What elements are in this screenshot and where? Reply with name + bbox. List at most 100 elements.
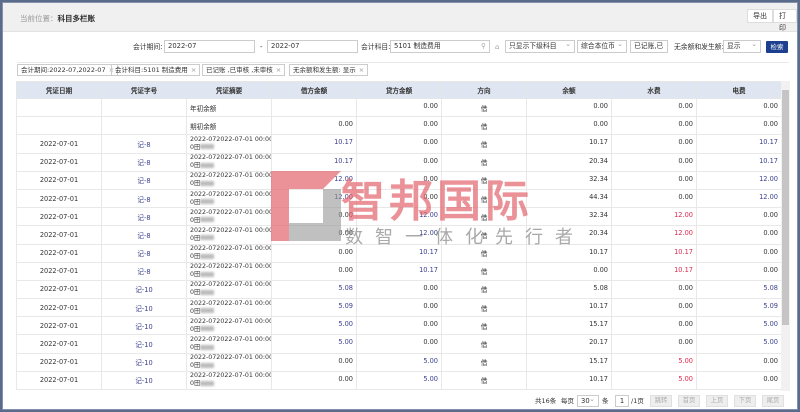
col-water[interactable]: 水费 (611, 81, 697, 99)
direction-cell: 借 (441, 170, 527, 190)
voucher-link[interactable]: 记-10 (101, 352, 187, 372)
voucher-link[interactable]: 记-10 (101, 316, 187, 336)
table-row[interactable]: 2022-07-01 记-10 2022-072022-07-01 00:00:0… (16, 352, 782, 372)
balance-cell: 15.17 (526, 316, 612, 336)
electric-cell: 12.00 (696, 170, 782, 190)
voucher-link[interactable] (101, 97, 187, 118)
table-row[interactable]: 2022-07-01 记-8 2022-072022-07-01 00:00:0 0… (16, 261, 782, 281)
voucher-link[interactable]: 记-8 (101, 134, 187, 154)
per-page-select[interactable]: 30 (577, 394, 599, 407)
col-voucher[interactable]: 凭证字号 (101, 81, 187, 99)
voucher-link[interactable]: 记-10 (101, 279, 187, 300)
col-balance[interactable]: 余额 (526, 81, 612, 99)
currency-select[interactable]: 综合本位币 (577, 39, 627, 53)
debit-cell: 0.00 (271, 243, 357, 263)
water-cell: 0.00 (611, 116, 697, 136)
col-date[interactable]: 凭证日期 (16, 81, 102, 99)
jump-button[interactable]: 跳转 (650, 395, 672, 407)
ledger-table: 凭证日期 凭证字号 凭证摘要 借方金额 贷方金额 方向 余额 水费 电费 年初余… (16, 81, 782, 391)
page-title: 科目多栏账 (57, 14, 96, 23)
direction-cell: 借 (441, 116, 527, 136)
summary-cell: 2022-072022-07-01 00:00:0 0田 (186, 352, 272, 372)
debit-cell: 0.00 (271, 370, 357, 391)
subject-input[interactable]: 5101 制造费用 ⚲ (390, 40, 490, 53)
vertical-scrollbar[interactable] (781, 81, 790, 391)
tree-icon[interactable]: ⌂ (495, 43, 500, 51)
close-icon[interactable]: × (275, 66, 282, 74)
page-input[interactable]: 1 (615, 395, 629, 407)
table-row[interactable]: 2022-07-01 记-8 2022-072022-07-01 00:00:0 0… (16, 134, 782, 154)
last-page-button[interactable]: 尾页 (762, 395, 784, 407)
table-row[interactable]: 2022-07-01 记-10 2022-072022-07-01 00:00:0… (16, 316, 782, 336)
summary-text: 2022-072022-07-01 00:00:0 (190, 135, 272, 143)
date-cell (16, 116, 102, 136)
first-page-button[interactable]: 首页 (678, 395, 700, 407)
voucher-link[interactable]: 记-10 (101, 334, 187, 354)
prev-page-button[interactable]: 上页 (706, 395, 728, 407)
summary-text: 0田 (190, 362, 201, 370)
search-icon[interactable]: ⚲ (481, 42, 486, 50)
credit-cell: 0.00 (356, 316, 442, 336)
next-page-button[interactable]: 下页 (734, 395, 756, 407)
col-electric[interactable]: 电费 (696, 81, 782, 99)
direction-cell: 借 (441, 298, 527, 318)
direction-cell: 借 (441, 243, 527, 263)
close-icon[interactable]: × (190, 66, 197, 74)
voucher-link[interactable]: 记-8 (101, 225, 187, 245)
summary-text: 0田 (190, 325, 201, 333)
voucher-link[interactable]: 记-8 (101, 170, 187, 190)
print-button[interactable]: 打印 (773, 9, 797, 32)
table-row[interactable]: 2022-07-01 记-8 2022-072022-07-01 00:00:0 0… (16, 243, 782, 263)
filter-tag: 会计科目:5101 制造费用 × (111, 64, 201, 76)
redacted-name (200, 271, 215, 277)
search-button[interactable]: 检索 (766, 41, 788, 53)
status-select[interactable]: 已记账,已 (630, 39, 668, 53)
voucher-link[interactable]: 记-8 (101, 152, 187, 172)
voucher-link[interactable]: 记-8 (101, 188, 187, 209)
col-credit[interactable]: 贷方金额 (356, 81, 442, 99)
table-row[interactable]: 2022-07-01 记-8 2022-072022-07-01 00:00:0 0… (16, 207, 782, 227)
table-row[interactable]: 2022-07-01 记-8 2022-072022-07-01 00:00:0 0… (16, 188, 782, 209)
voucher-link[interactable]: 记-8 (101, 207, 187, 227)
table-row[interactable]: 2022-07-01 记-8 2022-072022-07-01 00:00:0 0… (16, 170, 782, 190)
table-header: 凭证日期 凭证字号 凭证摘要 借方金额 贷方金额 方向 余额 水费 电费 (16, 81, 782, 99)
table-row[interactable]: 2022-07-01 记-10 2022-072022-07-01 00:00:0… (16, 370, 782, 391)
close-icon[interactable]: × (358, 66, 365, 74)
period-to-input[interactable]: 2022-07 (267, 40, 358, 53)
voucher-link[interactable] (101, 116, 187, 136)
credit-cell: 10.17 (356, 243, 442, 263)
credit-cell: 0.00 (356, 170, 442, 190)
voucher-link[interactable]: 记-8 (101, 261, 187, 281)
voucher-link[interactable]: 记-8 (101, 243, 187, 263)
summary-cell: 期初余额 (186, 116, 272, 136)
summary-text: 2022-072022-07-01 00:00:0 (190, 336, 272, 344)
level-select[interactable]: 只显示下级科目 (505, 39, 575, 53)
table-row[interactable]: 2022-07-01 记-8 2022-072022-07-01 00:00:0 0… (16, 152, 782, 172)
balance-cell: 0.00 (526, 116, 612, 136)
summary-text: 2022-072022-07-01 00:00:0 (190, 172, 272, 180)
col-summary[interactable]: 凭证摘要 (186, 81, 272, 99)
filter-tag: 已记账 ,已审核 ,未审核 × (202, 64, 286, 76)
table-row[interactable]: 2022-07-01 记-10 2022-072022-07-01 00:00:0… (16, 279, 782, 300)
col-debit[interactable]: 借方金额 (271, 81, 357, 99)
table-row[interactable]: 2022-07-01 记-10 2022-072022-07-01 00:00:0… (16, 334, 782, 354)
period-from-input[interactable]: 2022-07 (164, 40, 255, 53)
table-row[interactable]: 年初余额 0.00 借 0.00 0.00 0.00 (16, 97, 782, 118)
col-direction[interactable]: 方向 (441, 81, 527, 99)
voucher-link[interactable]: 记-10 (101, 298, 187, 318)
table-row[interactable]: 2022-07-01 记-8 2022-072022-07-01 00:00:0 0… (16, 225, 782, 245)
zero-select[interactable]: 显示 (723, 39, 761, 53)
table-row[interactable]: 2022-07-01 记-10 2022-072022-07-01 00:00:0… (16, 298, 782, 318)
export-button[interactable]: 导出 (747, 9, 773, 23)
table-row[interactable]: 期初余额 0.00 0.00 借 0.00 0.00 0.00 (16, 116, 782, 136)
voucher-link[interactable]: 记-10 (101, 370, 187, 391)
date-cell: 2022-07-01 (16, 334, 102, 354)
debit-cell: 10.17 (271, 152, 357, 172)
credit-cell: 0.00 (356, 97, 442, 118)
tag-label: 会计科目:5101 制造费用 (115, 66, 188, 74)
summary-text: 2022-072022-07-01 00:00:0 (190, 372, 272, 380)
water-cell: 0.00 (611, 170, 697, 190)
breadcrumb-label: 当前位置： (20, 14, 58, 23)
scroll-thumb[interactable] (782, 90, 789, 325)
summary-cell: 2022-072022-07-01 00:00:0 0田 (186, 188, 272, 209)
